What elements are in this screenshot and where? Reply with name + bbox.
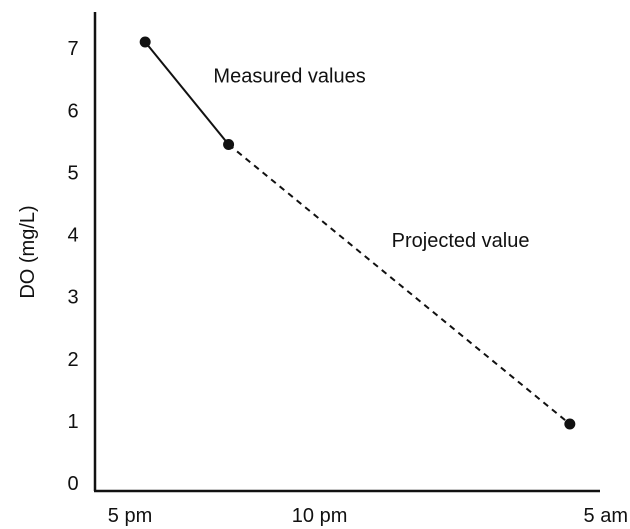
y-tick-label: 7	[67, 38, 78, 60]
y-tick-labels: 0 1 2 3 4 5 6 7	[67, 38, 78, 495]
data-point	[564, 418, 576, 430]
measured-line	[144, 41, 230, 146]
y-axis-title: DO (mg/L)	[17, 205, 39, 298]
axes	[93, 12, 600, 493]
data-point	[223, 138, 235, 150]
x-tick-label: 5 am	[584, 505, 628, 527]
projected-line	[227, 143, 571, 425]
annotation-label: Measured values	[213, 65, 365, 87]
y-tick-label: 6	[67, 100, 78, 122]
y-tick-label: 2	[67, 349, 78, 371]
y-tick-label: 4	[67, 225, 78, 247]
series-layer	[139, 36, 576, 430]
y-tick-label: 5	[67, 162, 78, 184]
x-tick-label: 10 pm	[292, 505, 348, 527]
y-tick-label: 1	[67, 411, 78, 433]
annotation-label: Projected value	[392, 230, 530, 252]
x-tick-labels: 5 pm 10 pm 5 am	[108, 505, 628, 527]
y-tick-label: 3	[67, 287, 78, 309]
x-tick-label: 5 pm	[108, 505, 152, 527]
y-tick-label: 0	[67, 473, 78, 495]
annotations: Measured values Projected value	[213, 65, 529, 252]
data-point	[139, 36, 151, 48]
